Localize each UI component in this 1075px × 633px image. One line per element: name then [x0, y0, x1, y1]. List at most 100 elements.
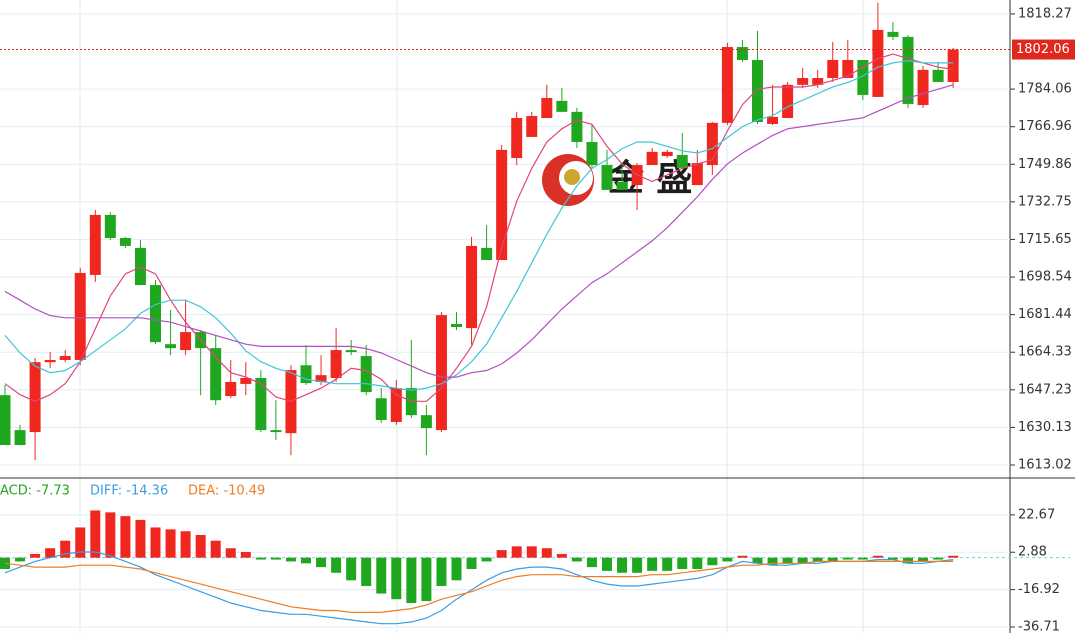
y-tick-label: -36.71 [1018, 619, 1060, 633]
macd-bar [346, 557, 357, 581]
macd-bar [752, 557, 763, 564]
candle-body [14, 430, 26, 446]
macd-bar [903, 557, 913, 564]
candle-body [827, 59, 839, 79]
macd-bar [827, 557, 838, 562]
candle-body [571, 111, 583, 142]
macd-bar [451, 557, 462, 581]
y-tick-label: 22.67 [1018, 507, 1055, 522]
candle-body [315, 375, 327, 382]
macd-bar [707, 557, 718, 566]
y-tick-label: 1766.96 [1018, 119, 1072, 134]
macd-bar [301, 557, 311, 564]
candle-body [767, 116, 779, 124]
macd-bar [586, 557, 597, 568]
macd-bar [135, 519, 146, 558]
macd-bar [466, 557, 477, 569]
candle-body [240, 378, 252, 384]
macd-bar [617, 557, 628, 573]
candle-body [526, 116, 538, 137]
macd-bar [842, 557, 853, 560]
candle-body [119, 238, 131, 246]
macd-bar [165, 529, 176, 558]
macd-bar [767, 557, 778, 566]
macd-bar [180, 531, 191, 558]
logo-dot [564, 169, 580, 185]
candle-body [616, 181, 628, 190]
y-tick-label: 1630.13 [1018, 420, 1072, 435]
macd-bar [60, 540, 71, 558]
last-price-box [1012, 39, 1075, 60]
candle-body [74, 272, 86, 360]
macd-bar [285, 557, 296, 562]
macd-bar [421, 557, 432, 602]
macd-bar [240, 552, 251, 558]
macd-bar [150, 527, 161, 558]
macd-bar [75, 527, 86, 558]
y-tick-label: 1647.23 [1018, 382, 1072, 397]
candle-body [842, 59, 854, 79]
legend-dea: DEA: -10.49 [188, 484, 265, 499]
macd-bar [195, 535, 206, 558]
macd-bar [662, 557, 673, 571]
candle-body [165, 344, 177, 349]
candle-body [902, 36, 914, 104]
candle-body [872, 29, 884, 97]
candle-body [496, 149, 508, 260]
macd-bar [797, 557, 808, 564]
candle-body [782, 84, 794, 119]
y-tick-label: 1732.75 [1018, 194, 1072, 209]
macd-bar [511, 546, 522, 558]
macd-bar [812, 557, 823, 562]
macd-bar [737, 555, 748, 558]
candle-body [180, 332, 192, 351]
candle-body [420, 415, 432, 429]
macd-bar [602, 557, 612, 571]
macd-bar [692, 557, 703, 569]
candle-body [390, 388, 402, 422]
y-tick-label: -16.92 [1018, 582, 1060, 597]
macd-bar [496, 550, 507, 558]
macd-bar [918, 557, 929, 562]
moving-average-line [4, 84, 954, 378]
candle-body [736, 47, 748, 60]
legend-diff: DIFF: -14.36 [90, 484, 168, 499]
macd-bar [361, 557, 372, 586]
candle-body [225, 381, 237, 397]
y-tick-label: 1681.44 [1018, 307, 1072, 322]
macd-bar [647, 557, 658, 571]
candle-body [134, 247, 146, 286]
moving-average-line [4, 60, 954, 391]
candle-body [676, 154, 688, 168]
y-tick-label: 1715.65 [1018, 232, 1072, 247]
candle-body [255, 378, 267, 431]
candle-body [270, 430, 282, 433]
macd-bar [677, 557, 688, 569]
candle-body [812, 78, 824, 85]
macd-bar [120, 516, 131, 558]
y-tick-label: 1698.54 [1018, 270, 1072, 285]
moving-average-line [4, 53, 954, 402]
candle-body [917, 69, 929, 106]
candle-body [44, 359, 56, 363]
candle-body [646, 151, 658, 166]
macd-bar [887, 557, 898, 560]
candle-body [210, 348, 222, 401]
y-tick-label: 2.88 [1018, 545, 1047, 560]
macd-bar [722, 557, 733, 562]
y-tick-label: 1664.33 [1018, 345, 1072, 360]
candle-body [556, 100, 568, 112]
macd-bar [225, 548, 236, 558]
macd-line [4, 551, 954, 625]
last-price-label: 1802.06 [1016, 42, 1070, 57]
macd-bar [541, 548, 552, 558]
macd-bar [105, 512, 116, 558]
macd-bar [782, 557, 793, 564]
candle-body [330, 350, 342, 379]
candle-body [104, 214, 116, 239]
candle-body [360, 356, 372, 393]
macd-bar [331, 557, 342, 573]
macd-bar [391, 557, 402, 600]
